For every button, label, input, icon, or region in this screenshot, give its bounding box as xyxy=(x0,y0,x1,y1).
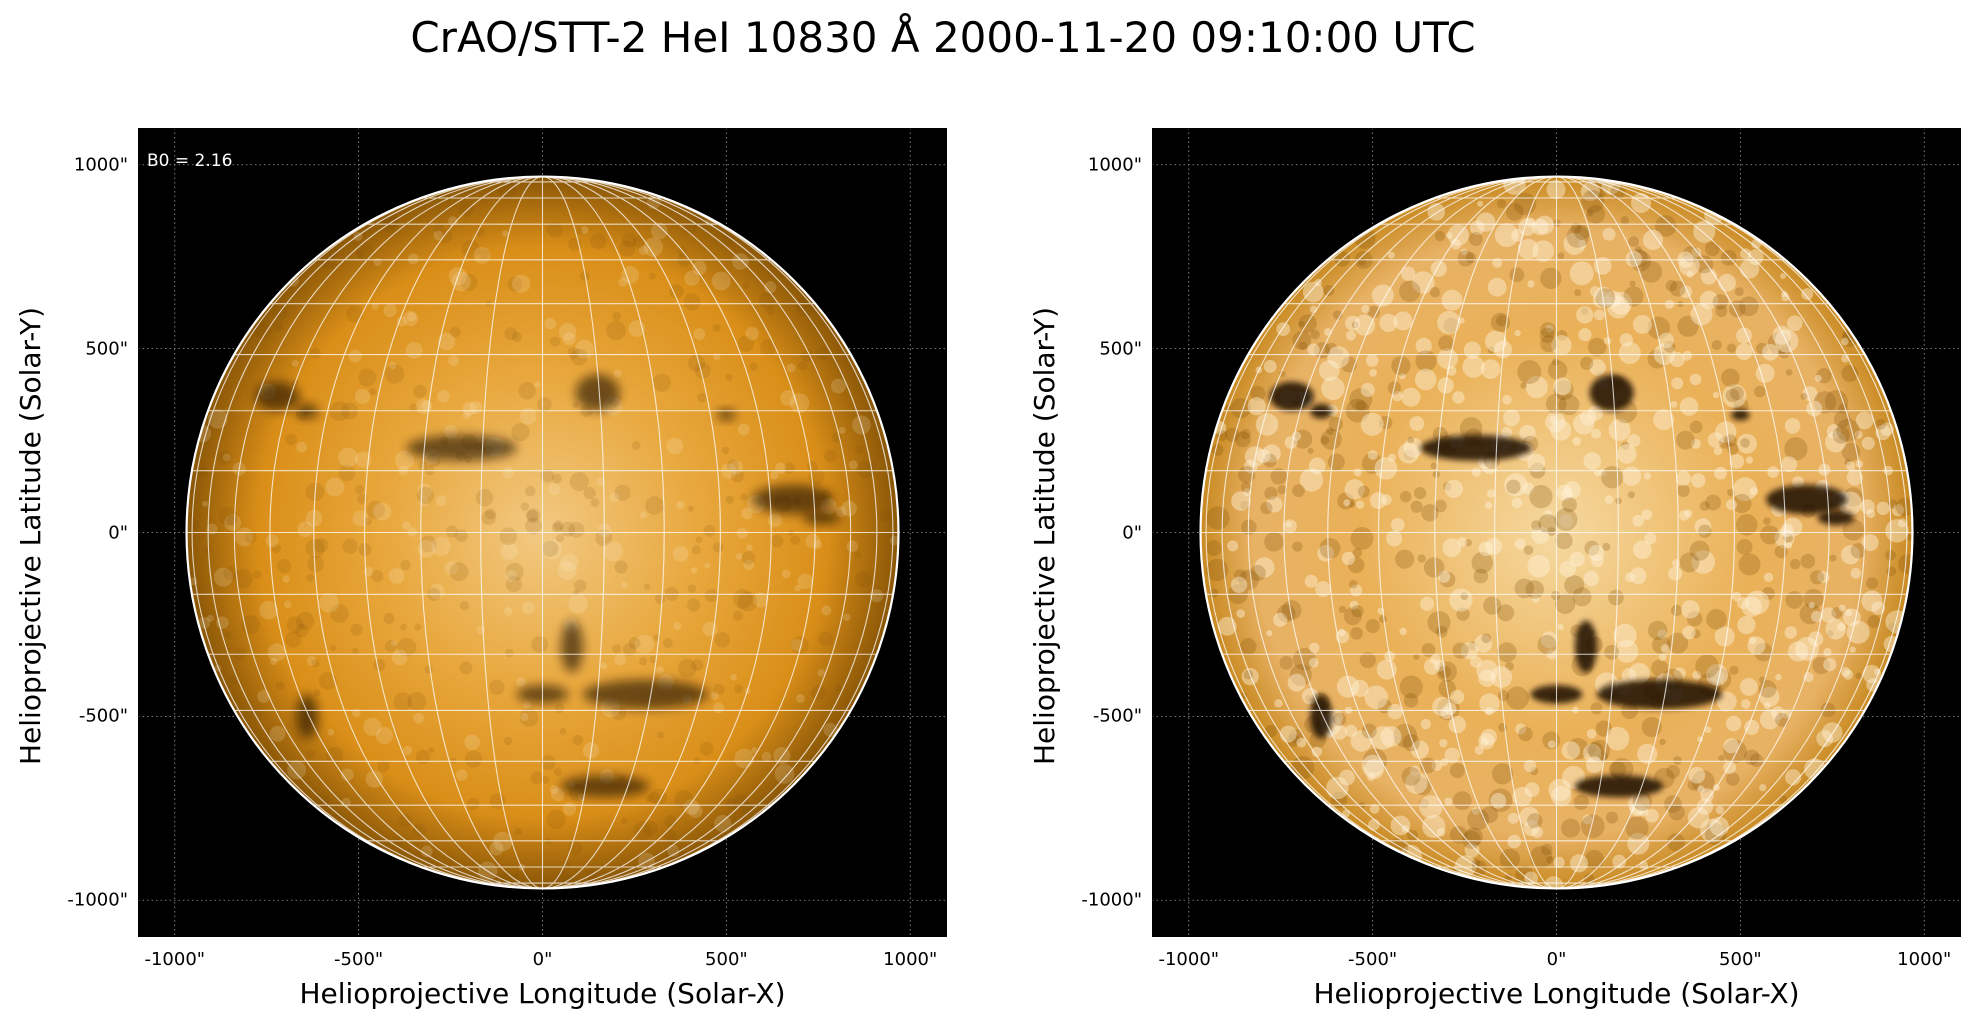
filament-4 xyxy=(717,409,736,421)
filament-0 xyxy=(255,381,300,412)
x-tick-label: 0" xyxy=(532,949,553,970)
filament-7 xyxy=(1574,620,1597,673)
left-sun-image: B0 = 2.16 xyxy=(138,128,947,937)
x-tick-label: 1000" xyxy=(1897,949,1952,970)
filament-11 xyxy=(1310,694,1333,739)
x-tick-label: 1000" xyxy=(883,949,938,970)
filament-6 xyxy=(1817,510,1855,526)
y-tick-label: 1000" xyxy=(1087,154,1142,176)
y-tick-label: -500" xyxy=(78,705,128,727)
filament-10 xyxy=(1574,775,1664,798)
filament-5 xyxy=(1766,484,1848,515)
y-tick-label: -1000" xyxy=(67,889,128,911)
left-xlabel: Helioprojective Longitude (Solar-X) xyxy=(299,977,786,1010)
heliographic-grid xyxy=(1200,176,1913,889)
y-tick-label: 0" xyxy=(108,522,128,543)
x-tick-label: 500" xyxy=(1719,949,1762,970)
filament-10 xyxy=(560,775,650,798)
x-tick-label: -1000" xyxy=(144,949,206,970)
filament-2 xyxy=(406,435,517,461)
filament-11 xyxy=(296,694,319,739)
y-tick-label: 1000" xyxy=(73,154,128,176)
filament-3 xyxy=(575,374,620,412)
right-sun-image xyxy=(1152,128,1961,937)
solar-limb xyxy=(185,175,900,890)
filament-8 xyxy=(582,679,708,710)
axes-frame xyxy=(138,128,947,937)
filament-8 xyxy=(1596,679,1722,710)
filament-7 xyxy=(560,620,583,673)
y-tick-label: -1000" xyxy=(1081,889,1142,911)
filament-0 xyxy=(1269,381,1314,412)
x-tick-label: 500" xyxy=(705,949,748,970)
right-xlabel: Helioprojective Longitude (Solar-X) xyxy=(1313,977,1800,1010)
filament-6 xyxy=(803,510,841,526)
y-tick-label: 500" xyxy=(1099,338,1142,360)
x-tick-label: 0" xyxy=(1546,949,1567,970)
figure-title: CrAO/STT-2 HeI 10830 Å 2000-11-20 09:10:… xyxy=(410,13,1476,62)
filament-2 xyxy=(1420,435,1531,461)
x-tick-label: -500" xyxy=(334,949,384,970)
filament-3 xyxy=(1589,374,1634,412)
solar-limb xyxy=(1199,175,1914,890)
filament-4 xyxy=(1731,409,1750,421)
filament-5 xyxy=(752,484,834,515)
y-tick-label: -500" xyxy=(1092,705,1142,727)
x-tick-label: -500" xyxy=(1348,949,1398,970)
heliographic-grid xyxy=(186,176,899,889)
y-tick-label: 500" xyxy=(85,338,128,360)
axes-frame xyxy=(1152,128,1961,937)
x-tick-label: -1000" xyxy=(1158,949,1220,970)
y-tick-label: 0" xyxy=(1122,522,1142,543)
b0-annotation: B0 = 2.16 xyxy=(147,151,232,171)
